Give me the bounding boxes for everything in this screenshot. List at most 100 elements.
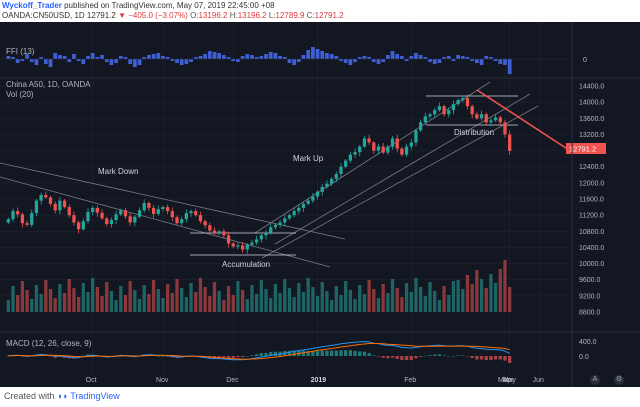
ffi-bar xyxy=(371,59,376,62)
ffi-bar xyxy=(203,54,207,59)
chart-canvas[interactable]: FFI (13) 0 China A50, 1D, OANDA Vol (20)… xyxy=(0,22,640,387)
accumulation-label: Accumulation xyxy=(222,260,270,269)
candle-body xyxy=(470,106,474,115)
candle-body xyxy=(484,114,488,123)
candle-body xyxy=(414,130,418,143)
ffi-bar xyxy=(446,56,451,59)
macd-histogram-bar xyxy=(461,355,465,356)
macd-histogram-bar xyxy=(400,356,404,361)
ffi-bar xyxy=(353,59,357,62)
settings-gear-icon[interactable]: ⚙ xyxy=(614,375,624,385)
candle-body xyxy=(217,231,221,233)
ffi-bar xyxy=(362,56,367,59)
ffi-bar xyxy=(381,59,386,62)
volume-bar xyxy=(30,299,34,312)
candle-body xyxy=(222,231,226,236)
downtrend-line xyxy=(0,176,331,268)
candle-body xyxy=(226,235,231,244)
ffi-bar xyxy=(236,59,240,62)
candle-body xyxy=(376,146,381,151)
ffi-bar xyxy=(104,59,109,62)
ffi-bar xyxy=(132,59,137,67)
ffi-bar xyxy=(306,50,311,59)
volume-bar xyxy=(91,278,95,312)
macd-histogram-bar xyxy=(353,350,357,356)
macd-histogram-bar xyxy=(240,356,245,358)
candle-body xyxy=(493,117,498,121)
ffi-bar xyxy=(395,54,400,59)
symbol-label: OANDA:CN50USD, 1D xyxy=(2,11,85,20)
ffi-bar xyxy=(484,56,489,59)
ffi-bar xyxy=(287,59,292,63)
macd-histogram-bar xyxy=(470,356,474,359)
volume-bar xyxy=(165,284,170,312)
ffi-bar xyxy=(507,59,512,74)
volume-bar xyxy=(470,284,474,312)
ffi-bar xyxy=(479,59,484,65)
macd-histogram-bar xyxy=(250,355,254,356)
macd-histogram-bar xyxy=(456,355,460,356)
macd-histogram-bar xyxy=(273,351,278,356)
volume-bar xyxy=(180,288,184,312)
volume-bar xyxy=(72,288,76,312)
candle-body xyxy=(306,200,310,204)
candle-body xyxy=(100,212,104,219)
ffi-bar xyxy=(81,59,86,64)
auto-scale-button[interactable]: A xyxy=(590,375,600,385)
volume-bar xyxy=(334,286,338,312)
ffi-bar xyxy=(489,57,493,59)
ffi-bar xyxy=(470,59,475,61)
candle-body xyxy=(334,173,338,179)
candle-body xyxy=(503,122,507,135)
ffi-bar xyxy=(442,57,446,59)
ffi-bar xyxy=(29,59,34,62)
volume-bar xyxy=(414,278,418,312)
chart-area[interactable]: FFI (13) 0 China A50, 1D, OANDA Vol (20)… xyxy=(0,22,640,387)
candle-body xyxy=(20,214,25,224)
macd-histogram-bar xyxy=(287,350,292,356)
candle-body xyxy=(451,104,456,111)
candle-body xyxy=(353,152,357,155)
macd-histogram-bar xyxy=(329,350,334,356)
ffi-bar xyxy=(15,59,20,63)
volume-bar xyxy=(329,300,334,312)
candle-body xyxy=(297,207,301,212)
candle-body xyxy=(250,242,254,245)
candle-body xyxy=(109,219,114,225)
ffi-bar xyxy=(142,57,147,59)
change-value: −405.0 (−3.07%) xyxy=(128,11,188,20)
macd-histogram-bar xyxy=(301,350,306,356)
candle-body xyxy=(287,215,292,219)
macd-histogram-bar xyxy=(255,354,259,356)
candle-body xyxy=(259,235,263,240)
down-arrow-icon: ▼ xyxy=(118,11,126,20)
macd-histogram-bar xyxy=(72,356,76,359)
macd-histogram-bar xyxy=(503,356,507,361)
uptrend-channel-line xyxy=(261,105,539,259)
volume-bar xyxy=(142,285,146,312)
volume-bar xyxy=(34,285,39,312)
high-label: H: xyxy=(229,11,238,20)
volume-bar xyxy=(292,297,296,312)
author-link[interactable]: Wyckoff_Trader xyxy=(2,1,62,10)
low-label: L: xyxy=(268,11,276,20)
macd-title: MACD (12, 26, close, 9) xyxy=(6,339,92,348)
volume-bar xyxy=(353,299,357,312)
volume-bar xyxy=(203,287,207,312)
candle-body xyxy=(320,186,324,192)
volume-bar xyxy=(255,294,259,312)
ffi-bar xyxy=(179,59,184,65)
macd-histogram-bar xyxy=(269,351,273,356)
volume-bar xyxy=(170,293,174,312)
ffi-bar xyxy=(348,59,353,65)
ffi-bar xyxy=(400,56,404,59)
macd-histogram-bar xyxy=(236,356,240,358)
volume-bar xyxy=(175,279,179,312)
volume-bar xyxy=(433,291,437,312)
tradingview-brand[interactable]: TradingView xyxy=(70,391,120,401)
volume-bar xyxy=(240,290,245,312)
volume-bar xyxy=(53,298,57,312)
ffi-bar xyxy=(456,55,460,59)
macd-histogram-bar xyxy=(475,356,479,360)
close-label: C: xyxy=(306,11,315,20)
